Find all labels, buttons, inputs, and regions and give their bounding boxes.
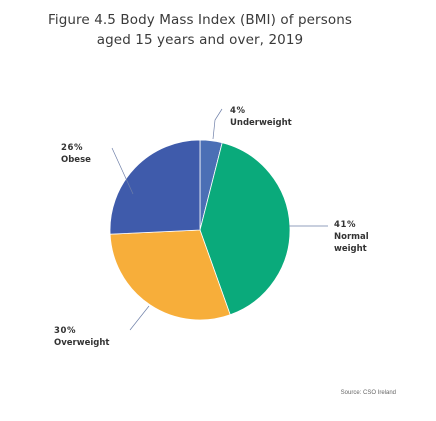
slice-category-label: Obese — [61, 155, 91, 165]
pie-slice-overweight — [109, 229, 231, 321]
chart-title-line-2: aged 15 years and over, 2019 — [96, 32, 304, 48]
slice-category-label: weight — [334, 244, 367, 254]
pie-slice-obese — [109, 139, 201, 235]
slice-value-label: 41% — [334, 220, 356, 230]
leader-line — [111, 147, 134, 195]
slice-value-label: 30% — [54, 326, 76, 336]
slice-category-label: Overweight — [54, 338, 109, 348]
slice-category-label: Normal — [334, 232, 369, 242]
leader-line — [212, 108, 223, 140]
leader-lines — [111, 108, 328, 331]
slice-labels: 4% Underweight 41% Normal weight 30% Overweigh… — [54, 106, 369, 348]
pie-slices — [109, 139, 291, 321]
leader-line — [129, 305, 150, 331]
slice-value-label: 4% — [230, 106, 246, 116]
slice-category-label: Underweight — [230, 118, 292, 128]
chart-title-line-1: Figure 4.5 Body Mass Index (BMI) of pers… — [47, 12, 352, 28]
source-note: Source: CSO Ireland — [340, 390, 396, 396]
slice-value-label: 26% — [61, 143, 83, 153]
